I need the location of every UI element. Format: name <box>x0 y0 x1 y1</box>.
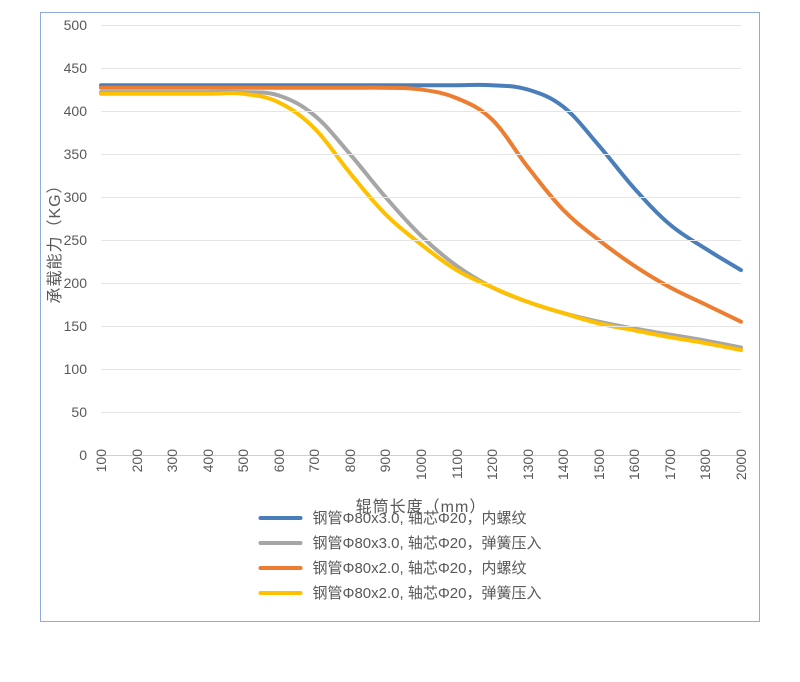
x-tick-label: 1300 <box>520 449 536 480</box>
y-tick-label: 350 <box>64 146 87 162</box>
x-tick-label: 300 <box>164 449 180 472</box>
x-tick-label: 1400 <box>555 449 571 480</box>
gridline <box>101 412 741 413</box>
gridline <box>101 197 741 198</box>
x-tick-label: 1500 <box>591 449 607 480</box>
x-tick-label: 1000 <box>413 449 429 480</box>
gridline <box>101 240 741 241</box>
series-line-1 <box>101 92 741 348</box>
series-line-2 <box>101 88 741 322</box>
legend-label: 钢管Φ80x2.0, 轴芯Φ20，弹簧压入 <box>313 582 542 603</box>
y-tick-label: 50 <box>71 404 87 420</box>
y-tick-label: 200 <box>64 275 87 291</box>
y-tick-label: 400 <box>64 103 87 119</box>
plot-area: 承载能力（KG） 辊筒长度（mm） 0501001502002503003504… <box>101 25 741 456</box>
gridline <box>101 111 741 112</box>
gridline <box>101 326 741 327</box>
x-tick-label: 900 <box>377 449 393 472</box>
gridline <box>101 154 741 155</box>
x-tick-label: 700 <box>306 449 322 472</box>
y-tick-label: 150 <box>64 318 87 334</box>
x-tick-label: 2000 <box>733 449 749 480</box>
chart-border: 承载能力（KG） 辊筒长度（mm） 0501001502002503003504… <box>40 12 760 622</box>
gridline <box>101 68 741 69</box>
y-tick-label: 0 <box>79 447 87 463</box>
y-tick-label: 450 <box>64 60 87 76</box>
x-tick-label: 1800 <box>697 449 713 480</box>
legend: 钢管Φ80x3.0, 轴芯Φ20，内螺纹钢管Φ80x3.0, 轴芯Φ20，弹簧压… <box>259 507 542 603</box>
x-tick-label: 400 <box>200 449 216 472</box>
gridline <box>101 369 741 370</box>
x-tick-label: 100 <box>93 449 109 472</box>
gridline <box>101 283 741 284</box>
legend-swatch <box>259 516 303 520</box>
legend-item: 钢管Φ80x2.0, 轴芯Φ20，弹簧压入 <box>259 582 542 603</box>
legend-item: 钢管Φ80x3.0, 轴芯Φ20，内螺纹 <box>259 507 542 528</box>
x-tick-label: 500 <box>235 449 251 472</box>
chart-frame: 承载能力（KG） 辊筒长度（mm） 0501001502002503003504… <box>0 0 800 682</box>
legend-swatch <box>259 591 303 595</box>
x-tick-label: 1600 <box>626 449 642 480</box>
gridline <box>101 25 741 26</box>
x-tick-label: 1700 <box>662 449 678 480</box>
y-tick-label: 300 <box>64 189 87 205</box>
legend-swatch <box>259 566 303 570</box>
legend-label: 钢管Φ80x2.0, 轴芯Φ20，内螺纹 <box>313 557 527 578</box>
x-tick-label: 200 <box>129 449 145 472</box>
x-tick-label: 1200 <box>484 449 500 480</box>
legend-item: 钢管Φ80x2.0, 轴芯Φ20，内螺纹 <box>259 557 542 578</box>
y-tick-label: 500 <box>64 17 87 33</box>
x-tick-label: 800 <box>342 449 358 472</box>
legend-item: 钢管Φ80x3.0, 轴芯Φ20，弹簧压入 <box>259 532 542 553</box>
y-axis-title: 承载能力（KG） <box>41 176 65 303</box>
x-tick-label: 1100 <box>449 449 465 479</box>
y-tick-label: 100 <box>64 361 87 377</box>
series-line-3 <box>101 93 741 350</box>
legend-swatch <box>259 541 303 545</box>
legend-label: 钢管Φ80x3.0, 轴芯Φ20，弹簧压入 <box>313 532 542 553</box>
x-tick-label: 600 <box>271 449 287 472</box>
y-tick-label: 250 <box>64 232 87 248</box>
legend-label: 钢管Φ80x3.0, 轴芯Φ20，内螺纹 <box>313 507 527 528</box>
